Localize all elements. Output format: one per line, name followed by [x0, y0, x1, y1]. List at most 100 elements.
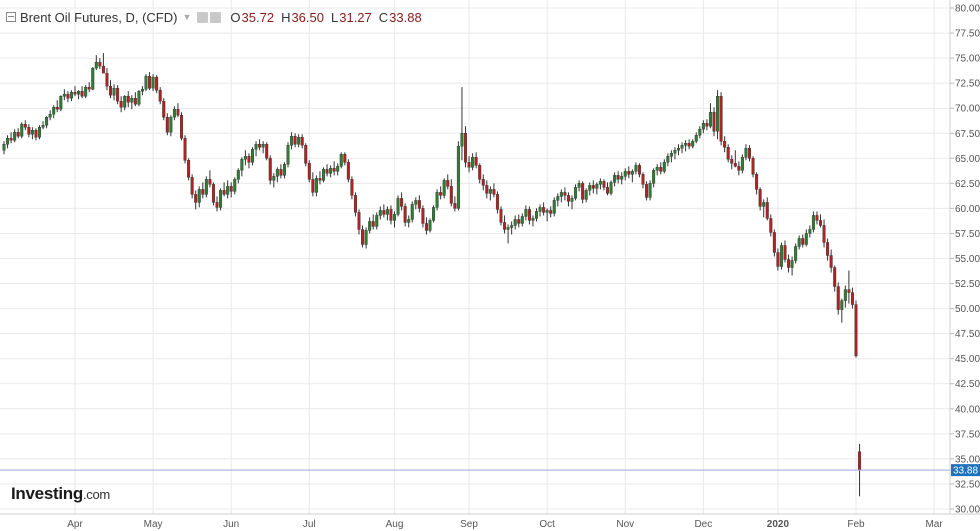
candle-body [588, 185, 592, 191]
candle-body [506, 227, 510, 230]
collapse-icon[interactable] [6, 12, 16, 22]
candle-body [229, 186, 233, 192]
candle-body [55, 107, 59, 110]
candle-body [783, 245, 787, 260]
y-tick-label: 65.00 [955, 154, 980, 165]
candle-body [403, 206, 407, 223]
candle-body [396, 198, 400, 215]
candle-body [272, 176, 276, 181]
candle [808, 225, 812, 238]
candle-body [478, 165, 482, 180]
candle-body [613, 175, 617, 183]
candle-body [460, 133, 464, 147]
candle-body [453, 203, 457, 209]
candle [311, 172, 315, 197]
last-price-label: 33.88 [953, 466, 978, 477]
visibility-icon[interactable] [210, 11, 222, 23]
candle [226, 180, 230, 199]
candle [211, 182, 215, 206]
price-axis[interactable]: 30.00 32.50 35.00 37.50 40.00 42.50 45.00 47.50… [950, 4, 980, 516]
candle [588, 182, 592, 196]
instrument-title[interactable]: Brent Oil Futures, D, (CFD) [20, 9, 178, 25]
candle-body [691, 141, 695, 147]
candle-body [645, 184, 649, 198]
candle-body [151, 76, 155, 89]
candle [389, 205, 393, 225]
candle [471, 153, 475, 171]
candle-body [723, 141, 727, 148]
candle [38, 125, 42, 140]
candle [279, 164, 283, 179]
candle [850, 287, 854, 309]
candle [453, 196, 457, 212]
candle [708, 103, 712, 129]
candle [645, 181, 649, 201]
candle [162, 98, 166, 121]
y-tick-label: 37.50 [955, 429, 980, 440]
candle-body [176, 109, 180, 116]
y-tick-label: 52.50 [955, 279, 980, 290]
candle [769, 214, 773, 237]
candle [378, 206, 382, 220]
candle-body [609, 182, 613, 194]
candle [669, 150, 673, 163]
candle-body [527, 209, 531, 221]
candle-body [361, 229, 365, 245]
y-tick-label: 57.50 [955, 229, 980, 240]
candle-body [772, 232, 776, 253]
y-tick-label: 80.00 [955, 4, 980, 15]
candle [91, 67, 95, 91]
candle-body [282, 164, 286, 176]
candle [417, 195, 421, 213]
candle [268, 155, 272, 185]
candle-body [290, 136, 294, 146]
candle-body [446, 180, 450, 187]
chevron-down-icon[interactable]: ▼ [182, 12, 192, 22]
candle [655, 164, 659, 176]
candle-body [105, 72, 109, 87]
candle [449, 179, 453, 207]
candle [307, 160, 311, 183]
candle [801, 234, 805, 248]
candles [2, 53, 862, 497]
candle [62, 89, 66, 101]
candle-body [9, 138, 13, 141]
candle [332, 161, 336, 176]
candle-body [606, 187, 610, 194]
x-tick-label: May [144, 519, 163, 530]
candle [510, 221, 514, 235]
candle [680, 142, 684, 154]
candle [346, 159, 350, 183]
candle [187, 158, 191, 181]
high-label: H [281, 9, 291, 25]
settings-icon[interactable] [197, 11, 209, 23]
candle [630, 169, 634, 183]
candle [304, 143, 308, 167]
candle-body [219, 190, 223, 208]
candle-body [343, 154, 347, 163]
candle [616, 171, 620, 184]
candle-body [428, 220, 432, 231]
candle-body [510, 225, 514, 228]
candle [13, 129, 17, 143]
candle-body [442, 180, 446, 196]
candle [542, 202, 546, 216]
candle-body [116, 87, 120, 102]
y-tick-label: 47.50 [955, 329, 980, 340]
candle [20, 122, 24, 139]
candle [833, 265, 837, 292]
candle [595, 182, 599, 195]
x-tick-label: Sep [460, 519, 478, 530]
candle [776, 248, 780, 271]
candle [424, 217, 428, 235]
candle [428, 218, 432, 233]
candle [478, 163, 482, 184]
candle-body [236, 170, 240, 180]
candle-body [357, 212, 361, 230]
candle-body [641, 174, 645, 185]
x-tick-label: Oct [539, 519, 555, 530]
time-axis[interactable]: Apr May Jun Jul Aug Sep Oct Nov Dec 2020 Feb Mar [67, 519, 943, 530]
y-tick-label: 45.00 [955, 354, 980, 365]
y-tick-label: 72.50 [955, 79, 980, 90]
